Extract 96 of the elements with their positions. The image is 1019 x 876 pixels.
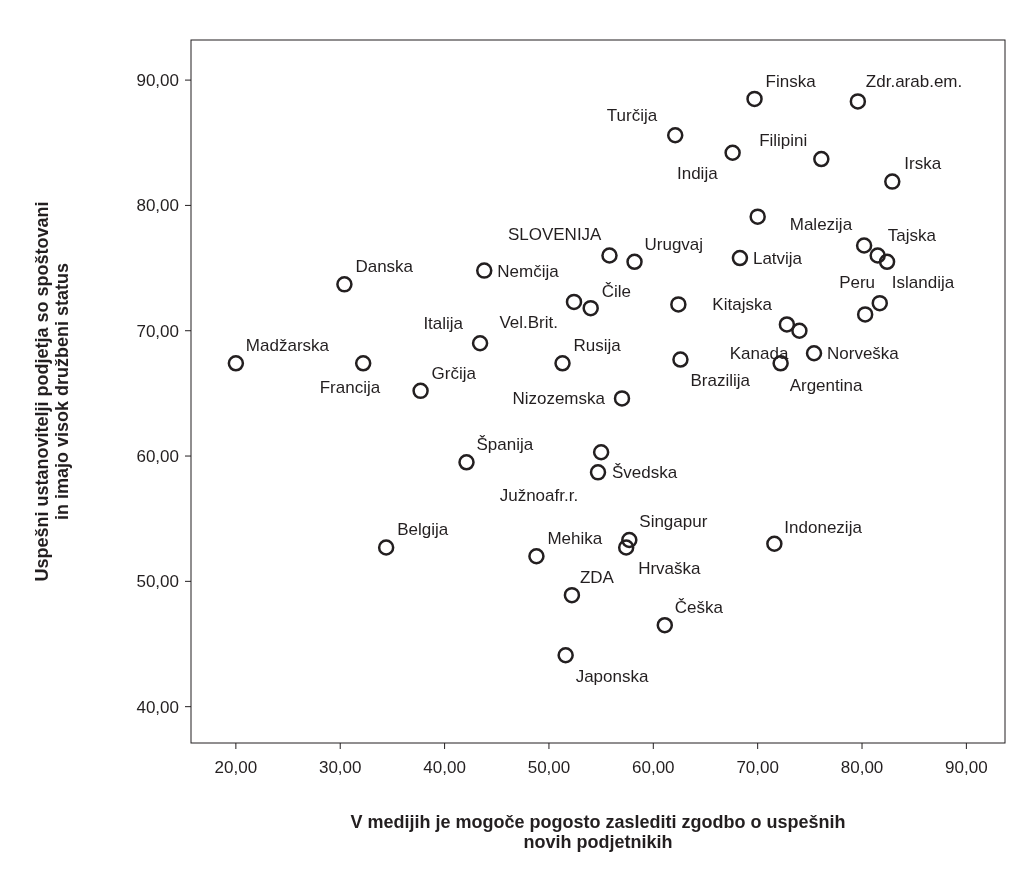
annotation: Brazilija <box>690 371 751 391</box>
annotation: Islandija <box>891 273 955 293</box>
x-axis-title: V medijih je mogoče pogosto zaslediti zgodbo o uspešnih novih podjetnikih <box>350 812 846 852</box>
annotation: Argentina <box>789 376 863 396</box>
annotation: SLOVENIJA <box>507 225 603 245</box>
x-tick-label: 30,00 <box>318 758 362 777</box>
x-tick-label: 50,00 <box>527 758 571 777</box>
x-tick-label: 90,00 <box>945 758 988 777</box>
annotation: Japonska <box>575 667 649 687</box>
point <box>626 253 643 271</box>
y-tick-label: 60,00 <box>136 446 179 466</box>
point <box>670 296 687 313</box>
point <box>856 306 874 323</box>
annotation: Francija <box>319 378 381 398</box>
annotation: Češka <box>674 598 724 618</box>
point <box>731 249 749 267</box>
point <box>589 464 607 481</box>
point <box>878 253 896 271</box>
x-tick-label: 20,00 <box>214 758 258 777</box>
annotation: Kitajska <box>712 295 773 315</box>
point <box>813 150 830 168</box>
point <box>617 539 635 556</box>
point <box>557 647 574 664</box>
annotation: Južnoafr.r. <box>499 486 579 506</box>
point <box>601 247 618 264</box>
annotation: Turčija <box>606 106 658 126</box>
annotation: Latvija <box>752 248 803 268</box>
annotation: Španija <box>476 435 534 455</box>
point <box>412 382 429 400</box>
point <box>227 355 245 372</box>
point <box>476 262 493 279</box>
x-tick-label: 40,00 <box>423 758 466 777</box>
x-tick-label: 60,00 <box>632 758 675 777</box>
annotation: Malezija <box>789 215 853 235</box>
annotation: Irska <box>904 153 942 173</box>
annotation: Madžarska <box>245 336 330 356</box>
y-tick-label: 80,00 <box>136 196 179 216</box>
point <box>805 345 823 362</box>
point <box>724 144 741 162</box>
point <box>377 539 395 556</box>
annotation: Čile <box>601 282 631 302</box>
point <box>354 355 372 372</box>
point <box>871 294 889 312</box>
point <box>884 173 901 190</box>
annotation: Kanada <box>729 343 789 363</box>
point <box>621 531 638 549</box>
annotation: Finska <box>765 71 817 91</box>
y-axis-title: Uspešni ustanovitelji podjetja so spoštovani in imajo visok družbeni status <box>32 201 72 582</box>
annotation: Hrvaška <box>638 559 702 579</box>
point <box>778 316 796 333</box>
x-tick-label: 80,00 <box>840 758 884 777</box>
y-tick-label: 40,00 <box>136 697 179 717</box>
y-tick-label: 50,00 <box>136 572 179 592</box>
point <box>666 126 684 144</box>
y-tick-label: 70,00 <box>136 321 179 341</box>
annotation: ZDA <box>579 568 615 588</box>
annotation: Singapur <box>639 511 708 531</box>
annotation: Norveška <box>827 344 900 364</box>
point <box>869 247 886 264</box>
annotation: Nizozemska <box>512 389 606 409</box>
annotation: Danska <box>355 257 414 277</box>
point <box>554 355 571 372</box>
point <box>613 390 631 407</box>
point <box>855 237 873 254</box>
annotation: Vel.Brit. <box>499 312 558 332</box>
point <box>672 351 689 368</box>
point <box>746 90 763 108</box>
y-tick-label: 90,00 <box>136 71 179 91</box>
point <box>471 335 489 352</box>
point <box>563 586 581 604</box>
point <box>458 454 475 471</box>
point <box>565 293 583 311</box>
annotation: Švedska <box>612 463 678 483</box>
annotation: Indija <box>676 163 719 183</box>
annotation: Rusija <box>573 336 622 356</box>
annotation: Grčija <box>431 363 477 383</box>
annotation: Peru <box>839 272 876 292</box>
annotation: Mehika <box>547 529 603 549</box>
point <box>791 322 808 339</box>
annotation: Nemčija <box>497 261 560 281</box>
annotation: Italija <box>423 314 464 334</box>
annotation: Indonezija <box>784 517 863 537</box>
annotation: Filipini <box>759 131 808 150</box>
point <box>766 535 783 552</box>
annotation: Belgija <box>397 520 449 540</box>
point <box>592 444 610 461</box>
point <box>849 93 867 110</box>
point <box>656 616 674 634</box>
point <box>528 548 545 565</box>
point <box>336 276 353 293</box>
x-tick-label: 70,00 <box>736 758 779 777</box>
annotation: Tajska <box>887 226 937 246</box>
point <box>749 208 766 225</box>
annotation: Zdr.arab.em. <box>865 72 963 92</box>
annotation: Urugvaj <box>644 234 704 254</box>
point <box>582 299 599 317</box>
